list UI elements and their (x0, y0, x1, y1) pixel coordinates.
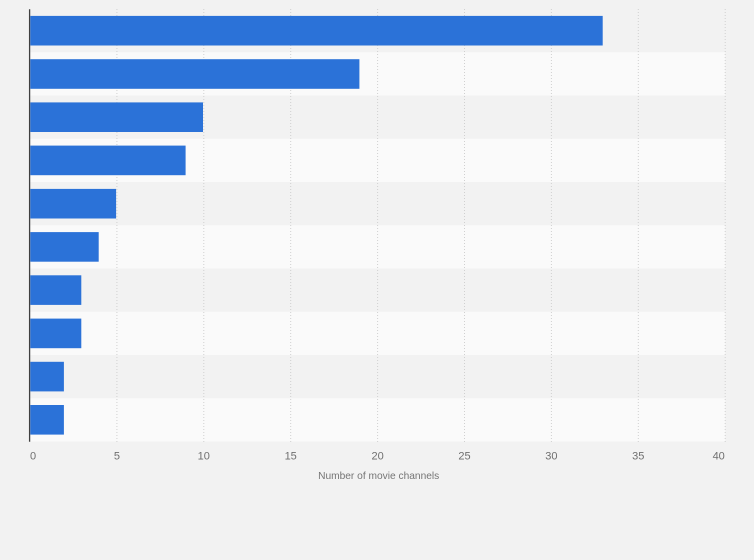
svg-text:40: 40 (713, 451, 725, 463)
svg-text:Number of movie channels: Number of movie channels (318, 471, 439, 482)
svg-text:10: 10 (198, 451, 210, 463)
svg-text:30: 30 (545, 451, 557, 463)
svg-text:20: 20 (371, 451, 383, 463)
svg-text:5: 5 (114, 451, 120, 463)
svg-text:15: 15 (285, 451, 297, 463)
svg-text:25: 25 (458, 451, 470, 463)
svg-text:0: 0 (30, 451, 36, 463)
svg-text:35: 35 (632, 451, 644, 463)
